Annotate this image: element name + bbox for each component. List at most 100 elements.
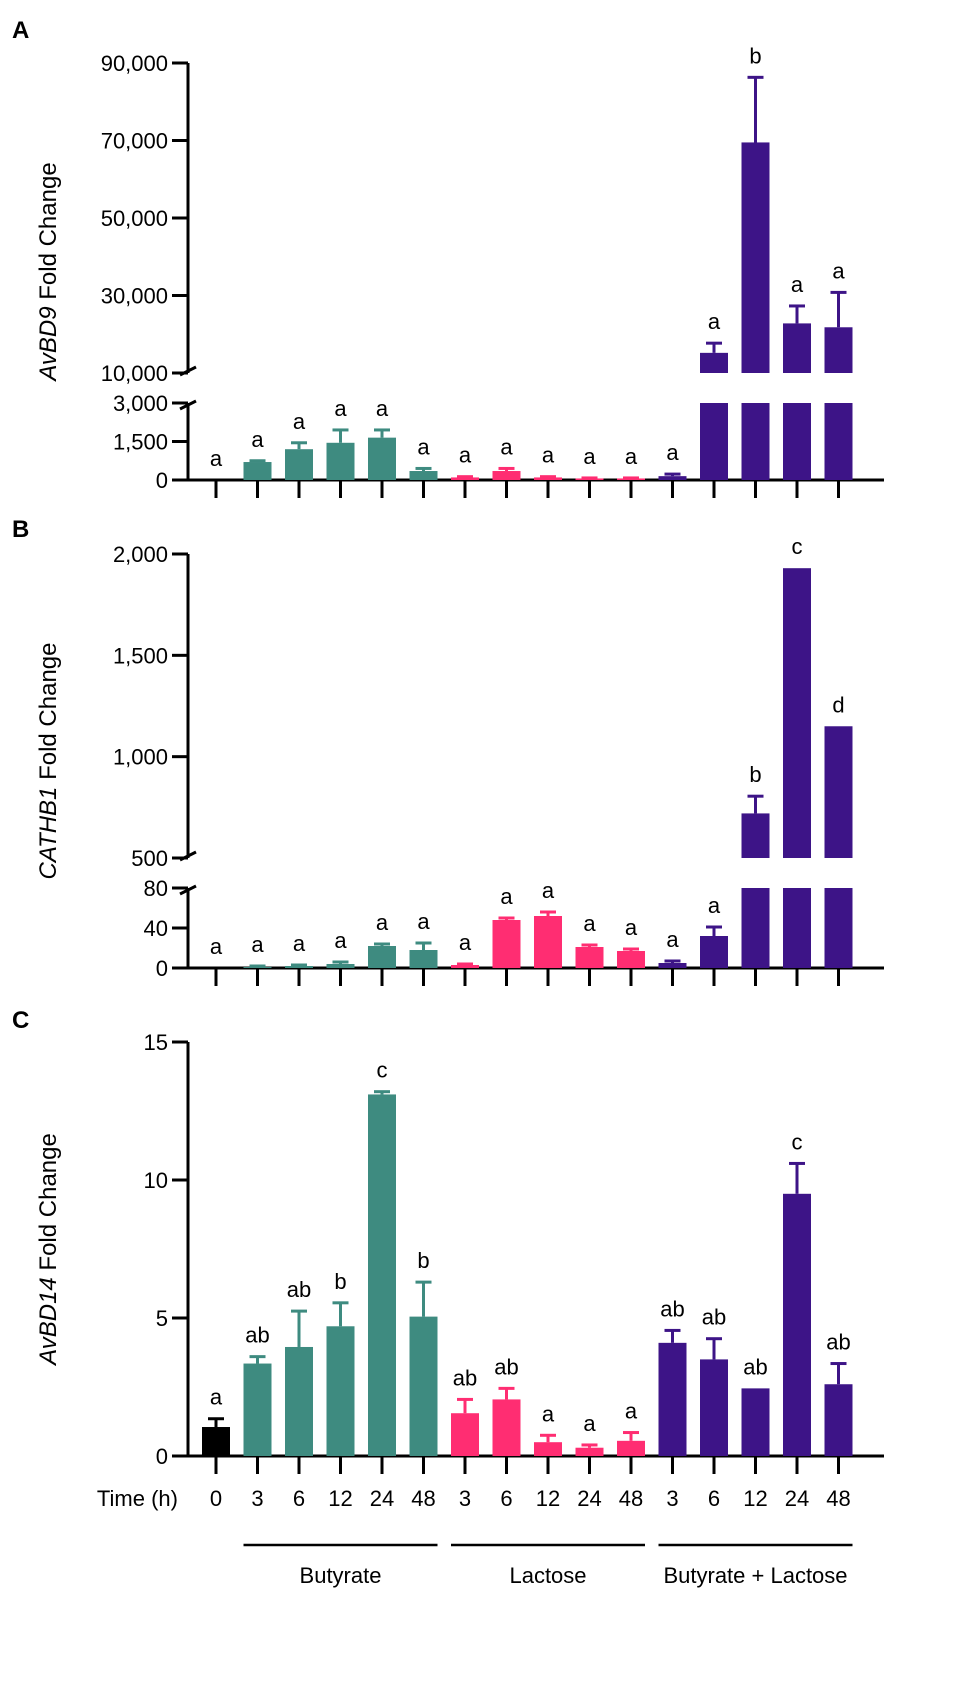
time-tick-label: 6 (500, 1486, 512, 1511)
bar-b-11 (658, 963, 687, 968)
bar-b-10 (617, 951, 645, 968)
significance-letter: a (832, 258, 845, 283)
y-tick-label: 500 (131, 846, 168, 871)
significance-letter: ab (743, 1354, 767, 1379)
panel-a-avbd9-chart: A AvBD9 Fold Change 0 1,500 3,000 10,000 30,00… (12, 17, 884, 498)
significance-letter: a (625, 915, 638, 940)
y-tick-label: 0 (156, 468, 168, 493)
bar-a-15-lower (824, 403, 853, 480)
bar-c-6 (451, 1413, 479, 1456)
bar-c-8 (534, 1442, 562, 1456)
significance-letter: a (583, 1411, 596, 1436)
time-tick-label: 6 (293, 1486, 305, 1511)
group-label: Butyrate + Lactose (663, 1563, 847, 1588)
significance-letter: c (377, 1058, 388, 1083)
y-tick-label: 70,000 (101, 129, 168, 154)
significance-letter: ab (826, 1330, 850, 1355)
y-axis-title: CATHB1 Fold Change (35, 643, 62, 880)
bar-b-9 (575, 947, 604, 968)
bar-b-3 (326, 964, 355, 968)
significance-letter: ab (494, 1354, 518, 1379)
significance-letter: a (251, 427, 264, 452)
significance-letter: a (210, 934, 223, 959)
y-tick-label: 80 (144, 876, 168, 901)
bar-c-4 (368, 1094, 396, 1456)
y-tick-label: 0 (156, 956, 168, 981)
significance-letter: a (542, 1401, 555, 1426)
y-axis-title-suffix: Fold Change (35, 162, 62, 306)
time-tick-label: 24 (785, 1486, 809, 1511)
time-tick-label: 48 (411, 1486, 435, 1511)
y-tick-label: 10,000 (101, 361, 168, 386)
y-axis-title-suffix: Fold Change (35, 643, 62, 787)
significance-letter: ab (453, 1365, 477, 1390)
significance-letter: a (708, 309, 721, 334)
y-tick-label: 40 (144, 916, 168, 941)
significance-letter: a (459, 930, 472, 955)
y-tick-label: 50,000 (101, 206, 168, 231)
significance-letter: b (334, 1269, 346, 1294)
bar-a-11 (658, 476, 687, 480)
panel-b-cathb1-chart: B CATHB1 Fold Change 0 40 80 500 1,000 1,500 2,0… (12, 516, 884, 986)
bar-a-5 (409, 471, 438, 480)
bar-b-12 (700, 936, 728, 968)
y-tick-label: 0 (156, 1444, 168, 1469)
bar-b-8 (534, 916, 562, 968)
significance-letter: a (500, 884, 513, 909)
bar-a-7 (492, 471, 521, 480)
bar-c-2 (285, 1346, 313, 1456)
group-label: Butyrate (300, 1563, 382, 1588)
bar-c-0 (202, 1427, 230, 1456)
significance-letter: a (583, 444, 596, 469)
significance-letter: a (625, 1399, 638, 1424)
bar-a-12 (700, 352, 728, 373)
bar-a-14-lower (783, 403, 811, 480)
y-tick-label: 90,000 (101, 51, 168, 76)
significance-letter: a (459, 443, 472, 468)
axis-break-mark (179, 884, 197, 896)
bar-b-15-lower (824, 888, 853, 968)
panel-letter: C (12, 1007, 29, 1034)
time-tick-label: 24 (577, 1486, 601, 1511)
bar-c-15 (824, 1384, 853, 1456)
bar-a-13-lower (741, 403, 770, 480)
y-axis-title: AvBD14 Fold Change (35, 1133, 62, 1367)
bar-a-3 (326, 442, 355, 480)
y-tick-label: 1,500 (113, 430, 168, 455)
bar-b-4 (368, 946, 396, 968)
bar-a-6 (451, 477, 479, 480)
bar-c-14 (783, 1193, 811, 1456)
significance-letter: b (417, 1248, 429, 1273)
significance-letter: a (251, 932, 264, 957)
time-tick-label: 3 (459, 1486, 471, 1511)
time-tick-label: 3 (666, 1486, 678, 1511)
significance-letter: ab (660, 1296, 684, 1321)
significance-letter: a (293, 931, 306, 956)
y-tick-label: 5 (156, 1306, 168, 1331)
bar-b-13 (741, 813, 770, 858)
time-tick-label: 6 (708, 1486, 720, 1511)
bar-c-9 (575, 1447, 604, 1456)
significance-letter: a (666, 440, 679, 465)
group-label: Lactose (509, 1563, 586, 1588)
significance-letter: a (334, 928, 347, 953)
significance-letter: a (417, 434, 430, 459)
time-tick-label: 12 (536, 1486, 560, 1511)
bar-a-12-lower (700, 403, 728, 480)
bar-a-13 (741, 142, 770, 373)
bar-c-13 (741, 1388, 770, 1456)
bar-b-13-lower (741, 888, 770, 968)
bar-a-15 (824, 327, 853, 373)
y-axis-gene-name: AvBD9 (35, 306, 62, 382)
time-tick-label: 0 (210, 1486, 222, 1511)
time-tick-label: 48 (619, 1486, 643, 1511)
significance-letter: a (417, 909, 430, 934)
y-tick-label: 15 (144, 1030, 168, 1055)
significance-letter: b (749, 43, 761, 68)
significance-letter: a (210, 1385, 223, 1410)
significance-letter: c (792, 534, 803, 559)
significance-letter: ab (287, 1277, 311, 1302)
y-axis-title-suffix: Fold Change (35, 1133, 62, 1277)
y-tick-label: 3,000 (113, 391, 168, 416)
significance-letter: d (832, 692, 844, 717)
